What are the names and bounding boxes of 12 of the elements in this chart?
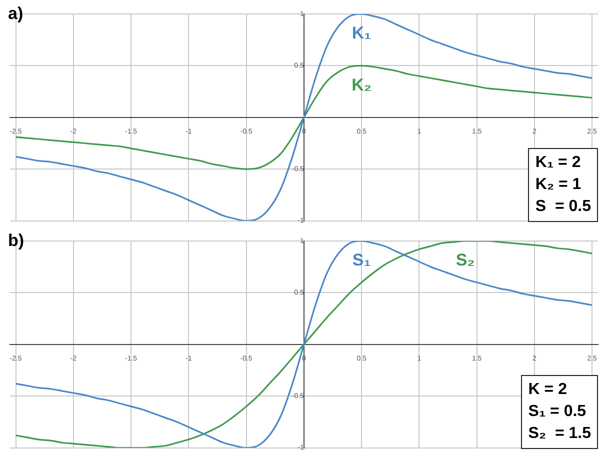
series-label: S₁ [352,250,371,270]
annotation: S₁ = 0.5 [528,402,588,422]
annotation: K₂ = 1 [535,175,582,195]
chart-title: a) [8,4,24,24]
annotation: S = 0.5 [535,197,591,217]
annotation: S₂ = 1.5 [528,424,591,444]
chart-title: b) [8,231,24,251]
series-label: K₂ [352,75,372,94]
annotation: K₁ = 2 [535,153,582,173]
series-label: K₁ [352,24,372,43]
series-label: S₂ [456,250,475,270]
annotation: K = 2 [528,380,568,400]
